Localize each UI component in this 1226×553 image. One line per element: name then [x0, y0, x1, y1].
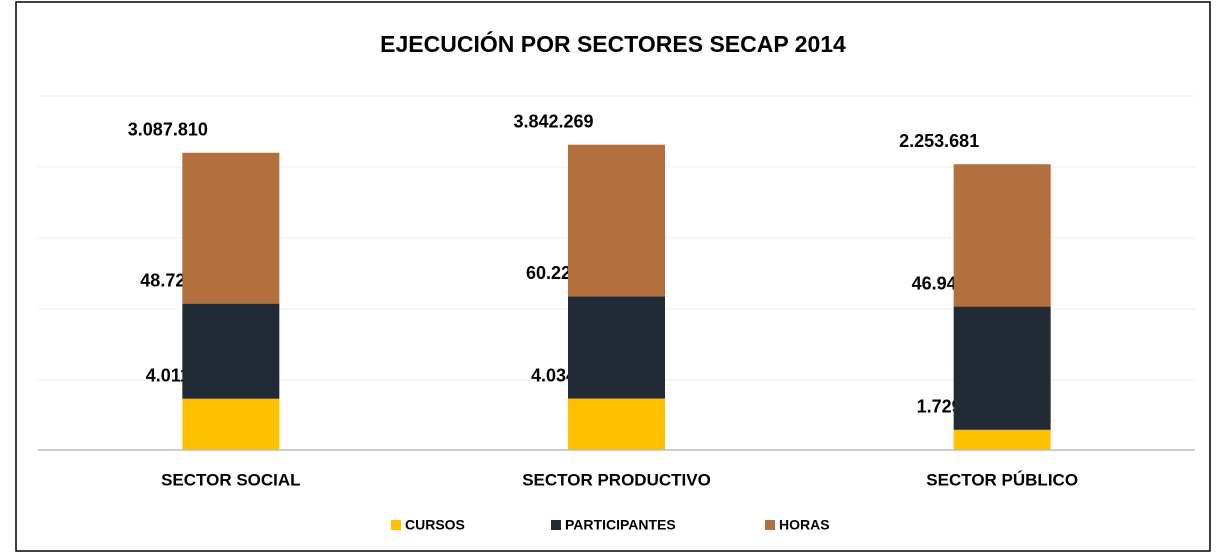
bar-segment	[953, 164, 1051, 307]
legend-swatch	[551, 520, 561, 530]
data-label: 60.227	[526, 263, 581, 283]
data-label: 2.253.681	[899, 131, 979, 151]
data-label: 48.721	[140, 270, 195, 290]
bar-segment	[953, 306, 1051, 430]
bar-segment	[568, 144, 665, 297]
x-tick-label: SECTOR SOCIAL	[161, 470, 300, 489]
x-tick-label: SECTOR PÚBLICO	[926, 470, 1078, 489]
legend-label: CURSOS	[405, 517, 465, 533]
data-label: 4.034	[531, 365, 576, 385]
bar-segment	[182, 303, 280, 399]
data-label: 3.842.269	[513, 111, 593, 131]
bar-segment	[568, 398, 665, 450]
legend-label: PARTICIPANTES	[565, 517, 676, 533]
bar-segment	[182, 398, 280, 450]
legend-swatch	[765, 520, 775, 530]
x-tick-label: SECTOR PRODUCTIVO	[522, 470, 711, 489]
data-label: 1.729	[917, 397, 962, 417]
legend-label: HORAS	[779, 517, 830, 533]
data-label: 4.011	[146, 365, 190, 385]
bar-segment	[568, 296, 665, 399]
bar-segment	[182, 152, 280, 304]
legend-swatch	[391, 520, 401, 530]
bar-segment	[953, 429, 1051, 450]
chart-title: EJECUCIÓN POR SECTORES SECAP 2014	[380, 30, 846, 57]
data-label: 46.947	[912, 273, 967, 293]
data-label: 3.087.810	[128, 120, 208, 140]
